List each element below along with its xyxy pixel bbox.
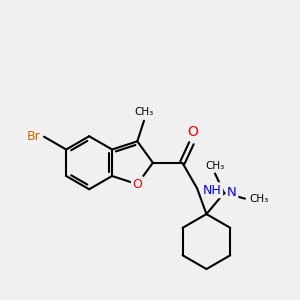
Text: CH₃: CH₃	[206, 160, 225, 170]
Text: O: O	[132, 178, 142, 191]
Text: NH: NH	[203, 184, 222, 197]
Text: O: O	[187, 125, 198, 139]
Text: Br: Br	[26, 130, 40, 143]
Text: N: N	[227, 185, 237, 199]
Text: CH₃: CH₃	[134, 107, 154, 117]
Text: CH₃: CH₃	[249, 194, 268, 204]
